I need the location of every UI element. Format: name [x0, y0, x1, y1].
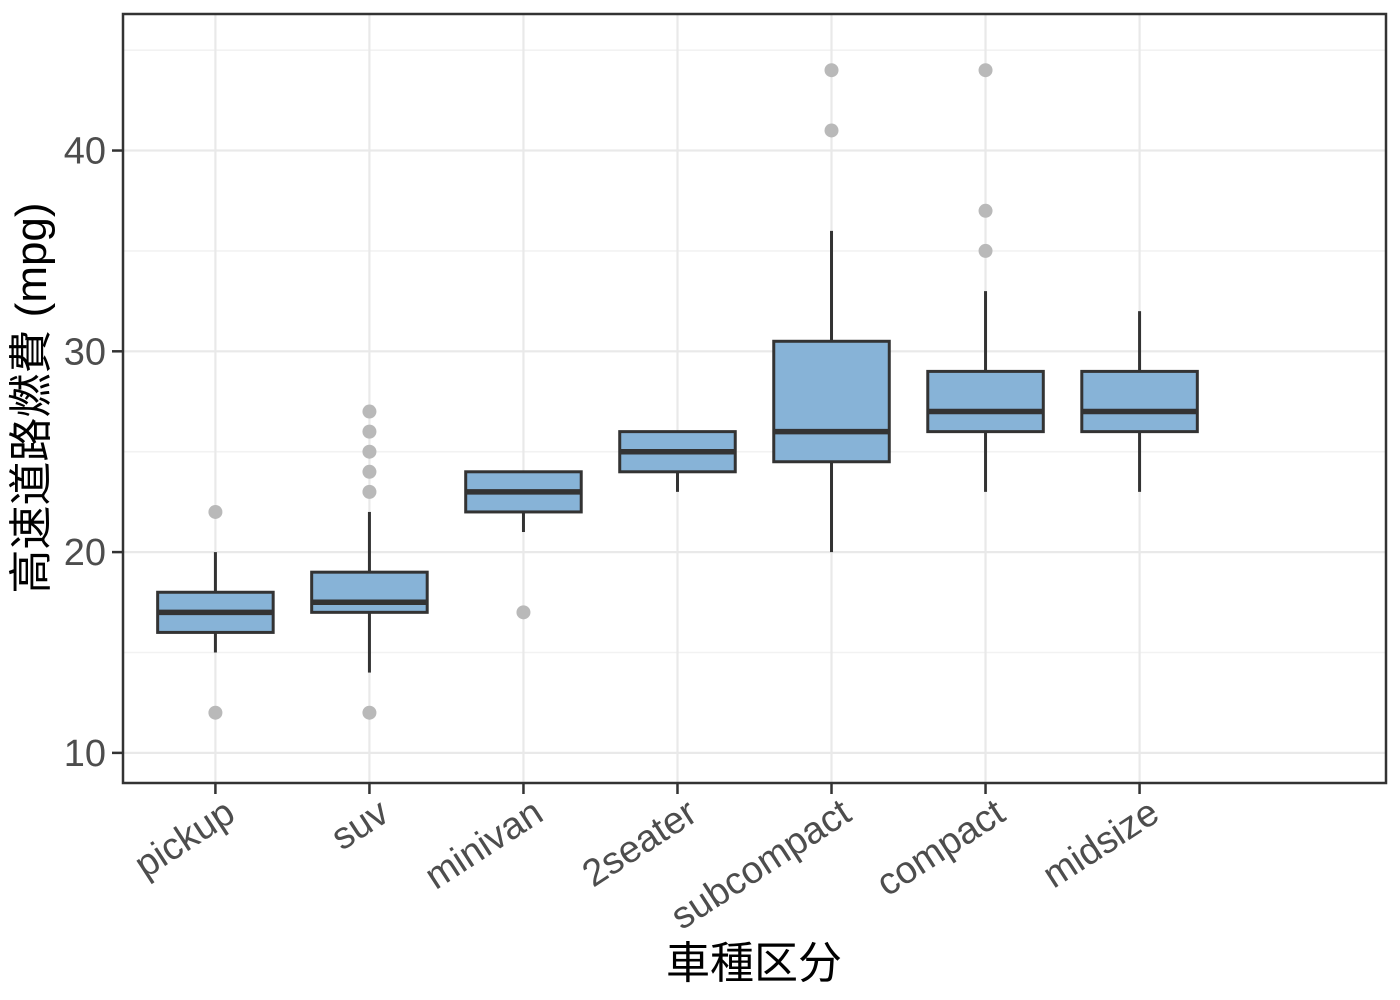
boxplot-group-pickup [156, 504, 275, 720]
outlier-point [362, 424, 377, 439]
x-tick-label-compact: compact [869, 791, 1013, 905]
outlier-point [362, 404, 377, 419]
outlier-point [208, 705, 223, 720]
outlier-point [824, 63, 839, 78]
box-iqr [1080, 369, 1199, 434]
x-tick-label-midsize: midsize [1036, 791, 1167, 896]
x-tick-label-2seater: 2seater [575, 791, 704, 895]
x-axis-title: 車種区分 [666, 939, 842, 988]
box-layer [156, 63, 1199, 720]
box-iqr [926, 369, 1045, 434]
outlier-point [824, 123, 839, 138]
outlier-point [362, 484, 377, 499]
outlier-point [978, 63, 993, 78]
box-iqr [310, 570, 429, 614]
y-tick-label: 40 [64, 131, 106, 173]
y-tick-label: 30 [64, 331, 106, 373]
outlier-point [208, 504, 223, 519]
panel-border [121, 12, 1388, 785]
box-iqr [772, 339, 891, 464]
boxplot-group-2seater [618, 430, 737, 492]
boxplot-group-midsize [1080, 311, 1199, 492]
boxplot-group-subcompact [772, 63, 891, 553]
y-tick-label: 20 [64, 532, 106, 574]
x-tick-label-suv: suv [324, 791, 396, 858]
x-tick-label-minivan: minivan [418, 791, 551, 898]
boxplot-group-suv [310, 404, 429, 720]
outlier-point [978, 203, 993, 218]
boxplot-group-compact [926, 63, 1045, 492]
y-axis-title: 高速道路燃費 (mpg) [7, 202, 56, 593]
x-tick-label-pickup: pickup [127, 791, 242, 886]
outlier-point [362, 444, 377, 459]
y-tick-label: 10 [64, 733, 106, 775]
outlier-point [516, 605, 531, 620]
boxplot-group-minivan [464, 470, 583, 620]
outlier-point [978, 243, 993, 258]
outlier-point [362, 464, 377, 479]
outlier-point [362, 705, 377, 720]
